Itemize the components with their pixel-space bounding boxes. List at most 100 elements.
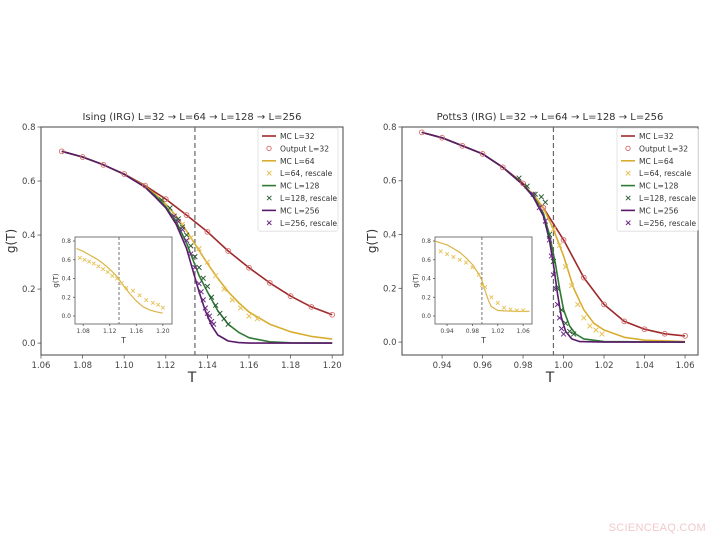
rescale-point	[562, 320, 569, 327]
output-point	[682, 333, 688, 339]
inset-rescale-point	[137, 293, 142, 298]
inset-x-tick-label: 1.20	[156, 328, 170, 335]
y-tick-label: 0.4	[22, 231, 36, 241]
rescale-point	[202, 305, 209, 311]
rescale-point	[254, 316, 261, 322]
x-tick-label: 1.06	[676, 361, 695, 371]
rescale-point	[550, 226, 557, 232]
legend-circle-swatch	[266, 145, 272, 152]
x-tick-label: 1.02	[595, 361, 614, 371]
rescale-point	[558, 307, 565, 313]
inset-rescale-point	[476, 272, 481, 277]
rescale-point	[229, 297, 236, 303]
legend-label: Output L=32	[280, 144, 329, 153]
output-point	[479, 151, 486, 157]
inset-rescale-point	[160, 305, 165, 310]
rescale-point	[556, 315, 563, 321]
rescale-point	[212, 302, 219, 309]
rescale-point	[192, 264, 198, 271]
watermark: SCIENCEAQ.COM	[608, 522, 706, 534]
inset-rescale-point	[100, 267, 106, 272]
legend-x-swatch	[625, 170, 631, 176]
inset-y-tick-label: 0.4	[421, 276, 431, 283]
rescale-point	[552, 285, 559, 292]
y-tick-label: 0.4	[383, 231, 397, 241]
legend-label: MC L=32	[639, 132, 674, 141]
rescale-point	[200, 297, 206, 303]
inset-y-tick-label: 0.2	[421, 294, 431, 301]
inset-rescale-point	[438, 249, 443, 254]
inset-rescale-point	[463, 260, 469, 265]
inset-axes-frame	[74, 236, 173, 325]
output-point	[459, 142, 466, 149]
inset-y-tick-label: 0.8	[421, 238, 431, 245]
rescale-point	[237, 305, 244, 311]
inset-y-tick-label: 0.0	[61, 313, 71, 320]
legend-label: Output L=32	[639, 144, 688, 153]
rescale-point	[187, 235, 194, 241]
output-point	[204, 228, 211, 235]
inset-rescale-point	[444, 252, 450, 257]
rescale-point	[183, 232, 190, 238]
plot-area	[418, 127, 688, 355]
inset-y-tick-label: 0.8	[61, 238, 71, 245]
rescale-point	[568, 282, 575, 289]
rescale-point	[206, 313, 213, 319]
legend-label: L=64, rescale	[639, 169, 692, 178]
inset-x-axis-label: T	[480, 336, 486, 345]
legend-x-swatch	[266, 195, 272, 201]
rescale-point	[562, 264, 569, 270]
inset-rescale-point	[501, 305, 507, 310]
output-point	[162, 196, 169, 202]
inset-rescale-point	[114, 276, 120, 281]
inset-rescale-point	[156, 302, 161, 307]
rescale-point	[546, 231, 553, 238]
series-line-mc-l-256	[61, 150, 333, 344]
output-point	[100, 161, 107, 168]
rescale-point	[187, 251, 194, 257]
rescale-point	[558, 325, 565, 332]
rescale-point	[210, 321, 217, 327]
rescale-point	[221, 286, 227, 292]
inset-rescale-point	[482, 284, 488, 290]
output-point	[580, 274, 587, 281]
legend-label: MC L=128	[639, 182, 679, 191]
rescale-point	[554, 285, 561, 292]
output-point	[560, 237, 567, 243]
rescale-point	[524, 183, 530, 189]
legend: MC L=32 Output L=32 MC L=64 L=64, rescale MC…	[257, 127, 339, 232]
output-point	[308, 304, 315, 310]
rescale-point	[550, 258, 557, 265]
rescale-point	[574, 301, 581, 308]
x-tick-label: 1.00	[554, 361, 573, 371]
inset-series-line-mc-l-64	[435, 240, 530, 312]
x-tick-label: 1.16	[240, 361, 259, 371]
rescale-point	[530, 191, 536, 197]
y-axis-label: g(T)	[365, 229, 379, 253]
legend-label: L=256, rescale	[639, 219, 696, 228]
output-point	[246, 264, 252, 271]
y-tick-label: 0.0	[22, 339, 36, 349]
y-tick-label: 0.8	[22, 123, 36, 133]
x-tick-label: 1.12	[156, 361, 175, 371]
inset-x-tick-label: 1.06	[516, 328, 530, 335]
inset-rescale-point	[470, 265, 475, 270]
inset-rescale-point	[96, 264, 101, 269]
rescale-point	[196, 280, 202, 287]
rescale-point	[221, 316, 227, 322]
inset-rescale-point	[514, 308, 519, 313]
inset-rescale-point	[124, 285, 129, 291]
rescale-point	[550, 272, 557, 278]
rescale-point	[542, 199, 549, 206]
legend-label: MC L=64	[639, 157, 674, 166]
inset-x-tick-label: 1.16	[130, 328, 144, 335]
inset-rescale-point	[508, 307, 513, 312]
inset-y-tick-label: 0.6	[61, 257, 71, 264]
inset-rescale-point	[87, 259, 92, 264]
legend-label: L=256, rescale	[280, 219, 337, 228]
x-tick-label: 1.10	[115, 361, 134, 371]
inset-plot-area	[435, 237, 530, 324]
output-point	[540, 204, 547, 211]
inset-y-tick-label: 0.0	[421, 313, 431, 320]
output-point	[142, 182, 148, 189]
